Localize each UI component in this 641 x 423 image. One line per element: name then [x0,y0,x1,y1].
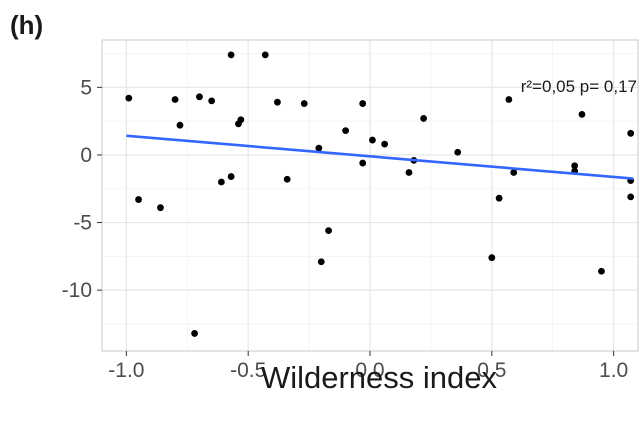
data-point [274,98,281,106]
data-point [342,127,350,134]
data-point [125,94,133,102]
data-point [578,110,586,118]
x-axis-title: Wilderness index [261,360,498,395]
data-point [227,173,235,180]
axes: -1.0 -0.5 0.0 0.5 1.0 5 0 -5 -10 [62,76,629,382]
x-tick-label: 1.0 [599,359,628,382]
data-point [359,100,367,107]
data-point [405,169,413,176]
data-point [176,121,184,129]
x-tick-label: 0.0 [355,359,384,382]
x-tick-label: 0.5 [477,359,506,382]
data-point [627,129,635,137]
x-tick-label: -0.5 [230,359,266,382]
data-point [315,144,323,152]
grid [102,40,638,351]
data-point [571,162,579,170]
data-point [505,96,513,103]
y-tick-label: 0 [80,144,92,167]
data-point [208,97,216,105]
data-point [317,258,325,266]
data-point [196,93,203,101]
data-point [261,51,269,59]
data-point [300,100,308,107]
data-point [325,227,332,235]
data-point [237,116,245,124]
data-point [217,178,225,186]
data-point [510,169,518,176]
data-point [369,136,376,144]
y-tick-label: -5 [73,212,92,235]
data-point [191,330,198,337]
data-point [171,96,179,103]
data-point [627,193,635,201]
data-point [381,140,389,148]
panel-label: (h) [10,10,43,40]
data-point [157,204,164,212]
regression-line [126,134,634,180]
data-point [495,194,503,202]
data-point [227,51,235,59]
data-point [135,196,142,203]
data-marks [125,51,635,337]
data-point [488,254,496,262]
y-tick-label: 5 [80,76,92,99]
data-point [598,267,605,275]
y-tick-label: -10 [62,279,92,302]
data-point [454,148,462,156]
stats-annotation: r²=0,05 p= 0,17 [521,77,637,96]
data-point [359,159,367,167]
x-tick-label: -1.0 [108,359,144,382]
data-point [283,175,291,183]
data-point [420,115,427,122]
